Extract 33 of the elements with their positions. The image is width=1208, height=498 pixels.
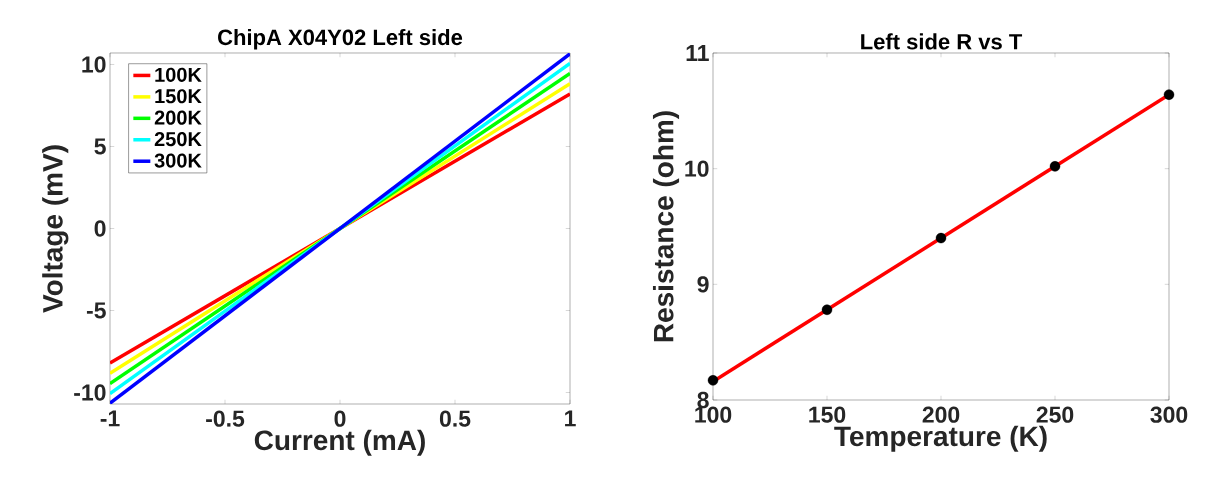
- x-tick-label: 0.5: [439, 410, 471, 427]
- legend-label: 100K: [155, 67, 202, 82]
- chart-title: ChipA X04Y02 Left side: [218, 28, 463, 50]
- y-tick-label: -5: [86, 302, 106, 319]
- x-tick-label: 300: [1150, 406, 1188, 423]
- point: [821, 304, 833, 315]
- y-tick-label: 0: [94, 220, 106, 237]
- x-tick-label: 250: [1036, 406, 1074, 423]
- y-tick-label: 10: [685, 160, 709, 177]
- x-tick-label: 150: [809, 406, 846, 423]
- point: [707, 375, 719, 386]
- legend-label: 250K: [154, 132, 202, 147]
- point: [1163, 89, 1175, 100]
- x-tick-label: -0.5: [206, 410, 245, 427]
- y-tick-label: 10: [82, 56, 106, 73]
- y-tick-label: 11: [686, 45, 709, 61]
- x-axis-title: Temperature (K): [834, 425, 1047, 452]
- legend-label: 200K: [154, 110, 202, 125]
- y-axis-title: Voltage (mV): [42, 145, 69, 313]
- y-tick-label: 5: [94, 138, 106, 155]
- point: [1049, 161, 1061, 172]
- chart-title: Left side R vs T: [861, 33, 1023, 50]
- x-axis-title: Current (mA): [254, 429, 425, 456]
- x-tick-label: 200: [922, 406, 960, 423]
- x-tick-label: -1: [100, 410, 120, 427]
- y-tick-label: 9: [697, 276, 709, 293]
- x-tick-label: 0: [334, 410, 346, 427]
- point: [935, 232, 947, 244]
- y-tick-label: -10: [74, 384, 106, 401]
- y-axis-title: Resistance (ohm): [652, 111, 680, 342]
- x-tick-label: 1: [565, 410, 576, 427]
- legend-label: 300K: [154, 153, 202, 168]
- legend-label: 150K: [155, 89, 202, 104]
